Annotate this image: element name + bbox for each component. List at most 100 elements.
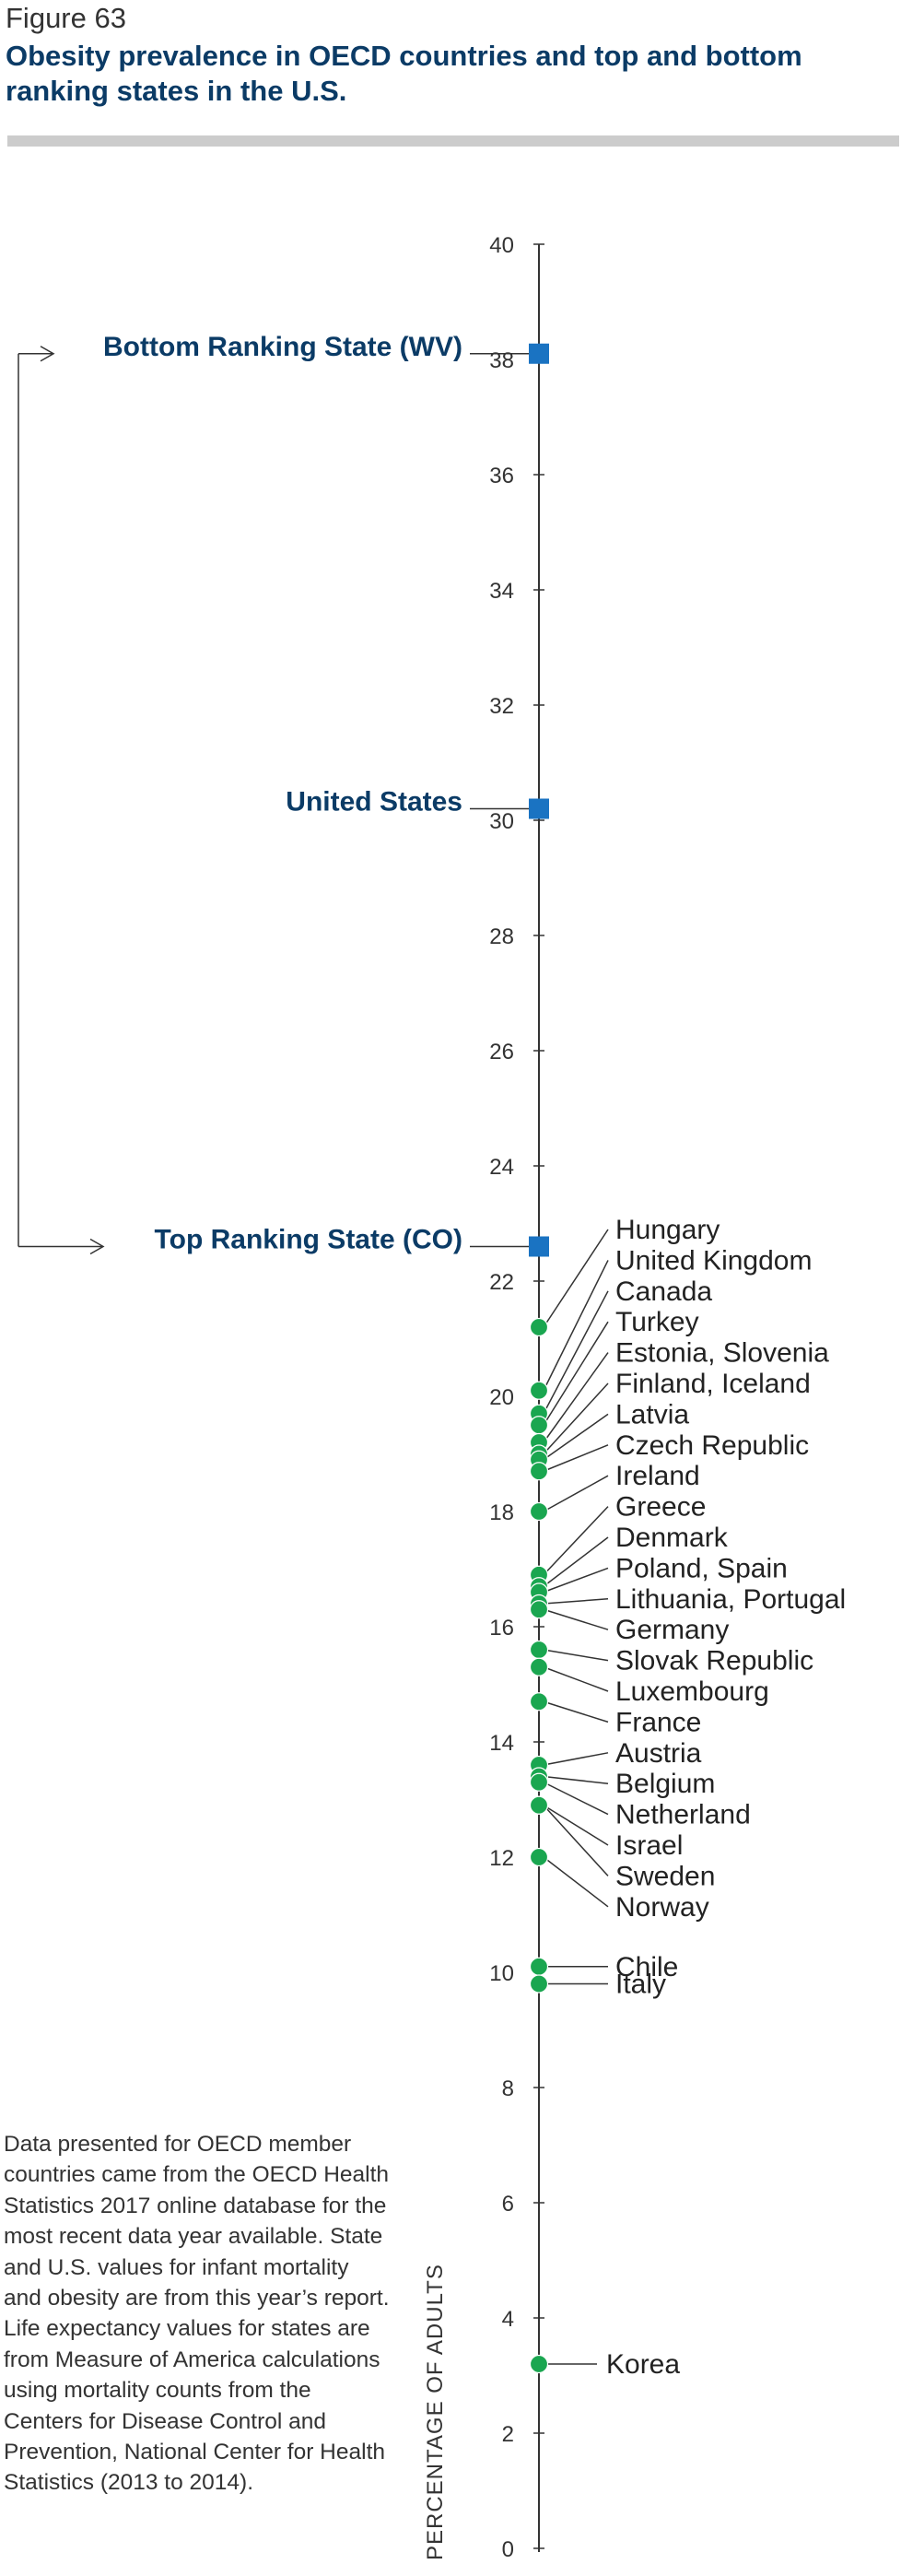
data-source-note: Data presented for OECD member countries… [4, 2132, 390, 2496]
country-marker [529, 1600, 549, 1619]
country-leader-line [543, 1805, 609, 1846]
y-tick-label: 38 [489, 348, 514, 373]
state-label: United States [286, 787, 462, 817]
country-leader-line [543, 1775, 609, 1784]
country-label: Israel [615, 1830, 683, 1861]
country-leader-line [543, 1536, 609, 1587]
y-tick-label: 26 [489, 1040, 514, 1065]
country-marker [529, 1957, 549, 1976]
country-label: Greece [615, 1492, 706, 1523]
y-tick-label: 40 [489, 233, 514, 258]
country-label: Turkey [615, 1307, 699, 1337]
y-tick-label: 2 [502, 2422, 514, 2447]
y-tick-label: 22 [489, 1270, 514, 1295]
arrowhead-top [40, 346, 55, 362]
country-leader-line [543, 1608, 609, 1630]
country-label: Slovak Republic [615, 1646, 813, 1676]
country-label: Netherland [615, 1800, 751, 1830]
country-leader-line [543, 1700, 609, 1723]
y-tick-label: 36 [489, 464, 514, 488]
country-marker [529, 1692, 549, 1711]
country-label: Italy [615, 1970, 666, 2000]
country-leader-line [543, 1260, 609, 1392]
country-marker [529, 1640, 549, 1660]
country-marker [529, 2354, 549, 2374]
country-label: Czech Republic [615, 1430, 809, 1461]
y-tick-label: 16 [489, 1616, 514, 1641]
country-label: Denmark [615, 1523, 729, 1553]
country-leader-line [543, 1506, 609, 1576]
country-marker [529, 1772, 549, 1792]
state-label: Bottom Ranking State (WV) [103, 332, 462, 362]
country-label: Austria [615, 1738, 702, 1769]
country-label: Luxembourg [615, 1676, 769, 1707]
country-label: Estonia, Slovenia [615, 1338, 829, 1369]
country-leader-line [543, 1752, 609, 1766]
country-label: Latvia [615, 1399, 689, 1429]
y-tick-label: 6 [502, 2192, 514, 2217]
y-axis-title: PERCENTAGE OF ADULTS [423, 2264, 448, 2560]
y-tick-label: 24 [489, 1155, 514, 1180]
country-leader-line [543, 1229, 609, 1328]
y-tick-label: 34 [489, 579, 514, 604]
country-marker [529, 1974, 549, 1994]
y-tick-label: 10 [489, 1961, 514, 1986]
country-marker [529, 1416, 549, 1435]
country-leader-line [543, 1290, 609, 1415]
figure-title: Obesity prevalence in OECD countries and… [6, 40, 802, 107]
y-tick-label: 4 [502, 2307, 514, 2332]
figure-label: Figure 63 [6, 2, 126, 34]
state-bracket [18, 346, 105, 1255]
y-tick-label: 12 [489, 1846, 514, 1871]
y-tick-label: 20 [489, 1385, 514, 1410]
country-leader-line [543, 1352, 609, 1443]
country-leader-line [543, 1444, 609, 1472]
country-marker [529, 1795, 549, 1815]
country-leader-line [543, 1666, 609, 1692]
country-leader-line [543, 1382, 609, 1455]
country-label: Norway [615, 1892, 709, 1923]
country-marker [529, 1462, 549, 1481]
y-tick-label: 18 [489, 1500, 514, 1525]
country-label: Canada [615, 1276, 712, 1307]
country-label: Poland, Spain [615, 1553, 788, 1583]
country-leader-line [543, 1856, 609, 1908]
country-label: Ireland [615, 1461, 700, 1491]
country-leader-line [543, 1782, 609, 1816]
y-tick-label: 30 [489, 809, 514, 834]
country-leader-line [543, 1413, 609, 1461]
y-tick-label: 28 [489, 924, 514, 949]
country-leader-line [543, 1475, 609, 1512]
country-label: United Kingdom [615, 1245, 812, 1276]
state-marker [529, 1236, 549, 1257]
country-leader-line [543, 1321, 609, 1426]
state-markers: Bottom Ranking State (WV) United States To… [103, 332, 549, 1257]
state-marker [529, 798, 549, 819]
country-label: Hungary [615, 1215, 720, 1245]
country-label: Finland, Iceland [615, 1369, 811, 1399]
country-label: Korea [606, 2349, 680, 2380]
country-leader-line [543, 1805, 609, 1876]
state-label: Top Ranking State (CO) [155, 1225, 462, 1255]
country-label: Chile [615, 1952, 678, 1982]
country-label: Belgium [615, 1769, 715, 1799]
country-label: Germany [615, 1615, 729, 1645]
country-marker [529, 1847, 549, 1867]
country-marker [529, 1501, 549, 1522]
country-label: France [615, 1707, 701, 1737]
country-marker [529, 1381, 549, 1400]
state-marker [529, 343, 549, 364]
country-label: Lithuania, Portugal [615, 1584, 846, 1615]
country-leader-line [543, 1567, 609, 1594]
country-leader-line [543, 1649, 609, 1662]
country-marker [529, 1657, 549, 1676]
y-tick-label: 0 [502, 2537, 514, 2562]
arrowhead-bottom [89, 1238, 105, 1255]
y-tick-label: 32 [489, 694, 514, 719]
country-marker [529, 1317, 549, 1337]
y-tick-label: 8 [502, 2076, 514, 2101]
country-leader-line [543, 1598, 609, 1605]
title-rule [7, 135, 899, 147]
